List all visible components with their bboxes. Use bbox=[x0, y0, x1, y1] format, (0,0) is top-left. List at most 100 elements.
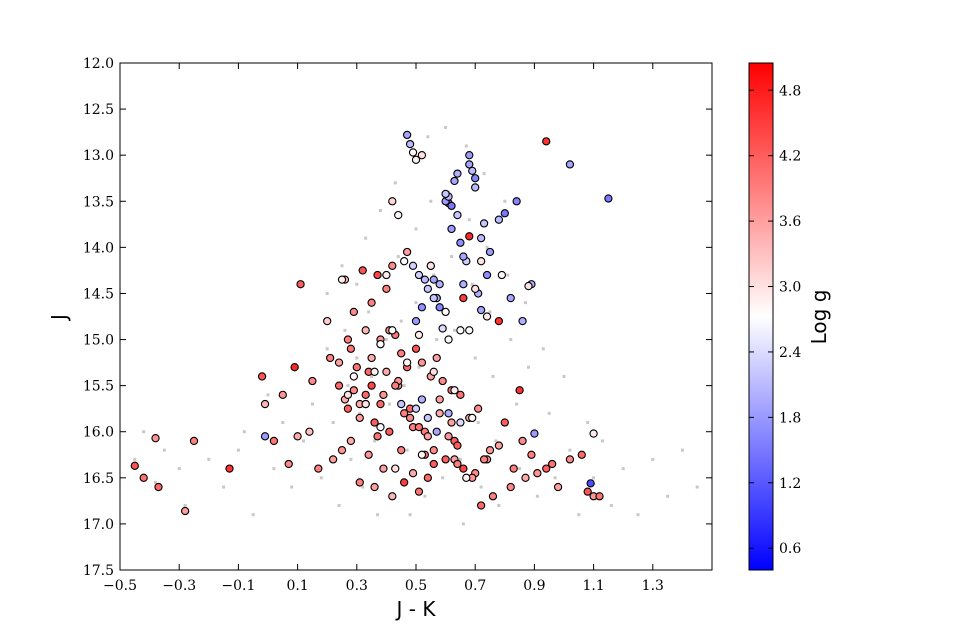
data-point bbox=[370, 482, 379, 492]
data-point bbox=[349, 307, 358, 317]
data-point bbox=[482, 270, 492, 280]
data-point bbox=[512, 197, 521, 206]
background-star bbox=[364, 236, 368, 240]
background-star bbox=[396, 255, 400, 259]
data-point bbox=[408, 148, 418, 157]
data-point bbox=[429, 367, 438, 376]
plot-frame bbox=[119, 62, 713, 571]
background-star bbox=[414, 301, 418, 305]
x-tick-label: −0.5 bbox=[103, 578, 137, 594]
background-star bbox=[526, 365, 530, 369]
data-point bbox=[485, 247, 495, 257]
data-point bbox=[284, 459, 293, 469]
data-point bbox=[459, 464, 468, 473]
colorbar-tick-label: 3.0 bbox=[779, 280, 801, 296]
colorbar-tick-label: 2.4 bbox=[779, 345, 801, 361]
background-star bbox=[515, 402, 519, 406]
data-point bbox=[459, 280, 468, 289]
data-point bbox=[376, 340, 385, 349]
colorbar-tick-label: 4.2 bbox=[779, 149, 801, 165]
data-point bbox=[411, 155, 421, 164]
x-tick-label: 1.1 bbox=[582, 578, 604, 594]
data-point bbox=[397, 349, 406, 358]
data-point bbox=[397, 399, 406, 409]
data-point bbox=[326, 353, 335, 363]
data-point bbox=[435, 280, 444, 289]
y-axis: 12.0 12.5 13.0 13.5 14.0 14.5 15.0 15.5 16.0 16.5… bbox=[83, 56, 712, 579]
background-star bbox=[302, 439, 306, 443]
data-point bbox=[189, 436, 199, 446]
x-axis: −0.5 −0.3 −0.1 0.1 0.3 0.5 0.7 0.9 1.1 1.3 bbox=[103, 63, 664, 594]
data-point bbox=[527, 450, 536, 459]
data-point bbox=[346, 436, 356, 446]
data-point bbox=[408, 261, 418, 270]
x-tick-label: −0.1 bbox=[221, 578, 255, 594]
data-point bbox=[565, 160, 575, 169]
background-star bbox=[266, 393, 270, 397]
data-point bbox=[355, 478, 364, 487]
data-point bbox=[400, 478, 409, 487]
data-point bbox=[515, 386, 524, 395]
data-point bbox=[459, 252, 468, 261]
data-point bbox=[465, 326, 474, 335]
data-point bbox=[391, 464, 400, 473]
data-point bbox=[542, 137, 551, 146]
data-point bbox=[453, 459, 462, 469]
data-point bbox=[411, 404, 421, 413]
background-star bbox=[609, 503, 613, 507]
data-point bbox=[180, 506, 190, 516]
data-point bbox=[260, 432, 270, 441]
data-point bbox=[373, 270, 382, 280]
data-point bbox=[278, 390, 287, 400]
data-point bbox=[485, 446, 495, 455]
data-point bbox=[500, 418, 509, 427]
data-point bbox=[459, 293, 468, 303]
data-point bbox=[328, 455, 338, 464]
data-point bbox=[367, 381, 376, 390]
data-point bbox=[397, 446, 406, 455]
background-star bbox=[154, 480, 158, 484]
data-point bbox=[444, 432, 453, 441]
data-point bbox=[343, 404, 353, 413]
background-star bbox=[133, 457, 137, 461]
data-point bbox=[429, 275, 438, 284]
data-point bbox=[465, 232, 474, 241]
data-point bbox=[589, 429, 598, 438]
data-point bbox=[553, 482, 563, 492]
background-star bbox=[488, 310, 492, 314]
background-star bbox=[399, 319, 403, 323]
data-point bbox=[260, 399, 270, 409]
data-point bbox=[400, 409, 409, 418]
background-star bbox=[470, 282, 474, 286]
data-point bbox=[370, 367, 379, 376]
data-point bbox=[314, 464, 323, 473]
data-point bbox=[417, 358, 427, 367]
data-point bbox=[429, 293, 438, 303]
data-point bbox=[479, 219, 489, 228]
background-star bbox=[207, 457, 211, 461]
x-tick-label: −0.3 bbox=[162, 578, 196, 594]
data-point bbox=[548, 459, 557, 469]
y-tick-label: 12.0 bbox=[83, 56, 114, 72]
data-point bbox=[441, 455, 450, 464]
data-point bbox=[343, 335, 353, 344]
data-point bbox=[361, 326, 370, 335]
data-point bbox=[435, 303, 444, 312]
background-star bbox=[494, 439, 498, 443]
background-star bbox=[387, 402, 391, 406]
background-star bbox=[423, 494, 427, 498]
background-star bbox=[509, 338, 513, 342]
background-star bbox=[435, 338, 439, 342]
data-point bbox=[379, 464, 388, 473]
background-star bbox=[222, 485, 226, 489]
data-point bbox=[420, 275, 430, 284]
data-point bbox=[388, 197, 397, 206]
data-point bbox=[349, 386, 358, 395]
data-point bbox=[349, 372, 358, 381]
background-star bbox=[251, 513, 255, 517]
background-star bbox=[349, 457, 353, 461]
background-star bbox=[408, 513, 412, 517]
data-point bbox=[151, 434, 160, 443]
background-star bbox=[367, 310, 371, 314]
y-tick-label: 14.5 bbox=[83, 286, 114, 302]
